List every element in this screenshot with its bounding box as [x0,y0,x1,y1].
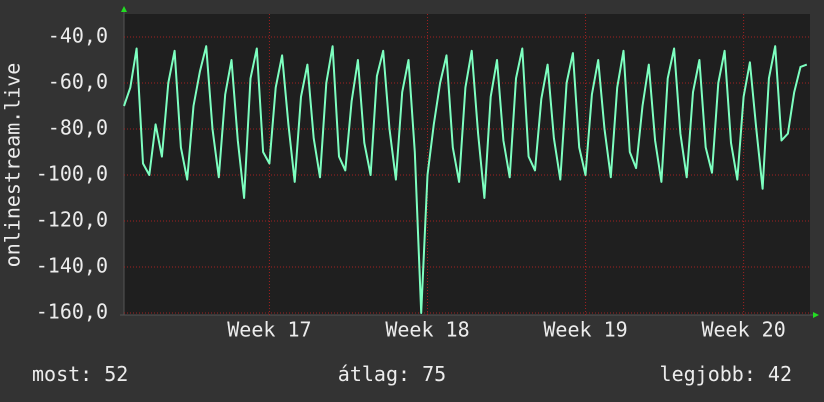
x-tick-label: Week 18 [385,318,469,342]
y-tick-label: -140,0 [36,254,108,278]
y-tick-label: -80,0 [48,116,108,140]
y-tick-label: -120,0 [36,208,108,232]
stat: legjobb: 42 [660,362,792,386]
y-tick-label: -160,0 [36,300,108,324]
x-arrow [813,312,819,318]
y-tick-label: -100,0 [36,162,108,186]
stat-label: most: [32,362,92,386]
x-tick-label: Week 20 [701,318,785,342]
y-arrow [121,6,127,12]
stat-value: 52 [104,362,128,386]
series-line [123,45,808,314]
stat-label: átlag: [338,362,410,386]
plot-area [124,14,810,315]
stat-value: 75 [422,362,446,386]
stat-value: 42 [768,362,792,386]
stat-label: legjobb: [660,362,756,386]
x-tick-label: Week 19 [543,318,627,342]
y-tick-label: -40,0 [48,24,108,48]
stat: most: 52 [32,362,128,386]
y-tick-label: -60,0 [48,70,108,94]
stat: átlag: 75 [338,362,446,386]
x-tick-label: Week 17 [227,318,311,342]
y-axis-label: onlinestream.live [1,63,25,268]
